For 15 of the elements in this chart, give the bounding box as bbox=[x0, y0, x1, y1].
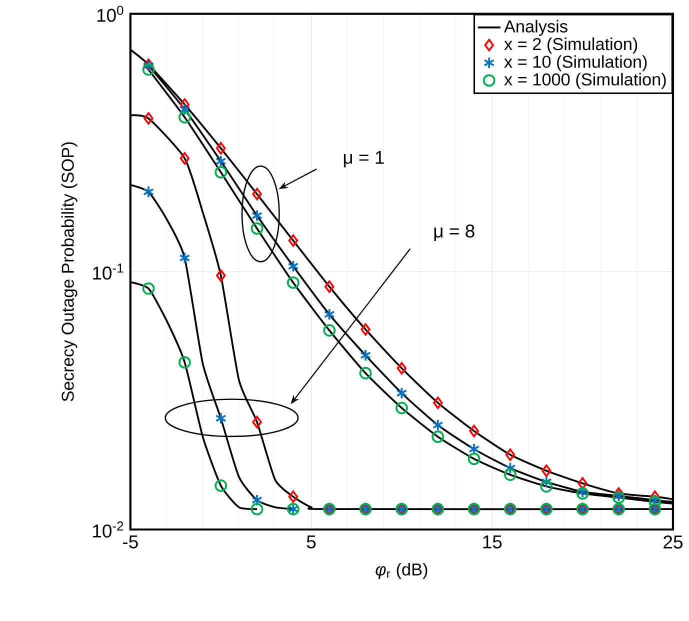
annotation: μ = 8 bbox=[434, 224, 474, 241]
x-tick-label: -5 bbox=[123, 535, 138, 548]
y-tick-label: 10$^{-2}$ bbox=[93, 521, 124, 538]
x-tick-label: 5 bbox=[306, 535, 316, 548]
legend-label: x = 1000 (Simulation) bbox=[504, 72, 666, 89]
x-tick-label: 15 bbox=[483, 535, 502, 548]
legend-label: Analysis bbox=[504, 20, 568, 36]
x-tick-label: 25 bbox=[664, 535, 682, 549]
y-tick-label: 10$^{-1}$ bbox=[93, 264, 124, 280]
legend-label: x = 2 (Simulation) bbox=[504, 38, 638, 54]
x-axis-title: φ$_{r}$ (dB) bbox=[376, 562, 428, 579]
legend-label: x = 10 (Simulation) bbox=[504, 55, 647, 72]
y-axis-title: Secrecy Outage Probability (SOP) bbox=[61, 142, 78, 402]
annotation: μ = 1 bbox=[344, 151, 384, 168]
y-tick-label: 10$^{0}$ bbox=[97, 6, 124, 22]
